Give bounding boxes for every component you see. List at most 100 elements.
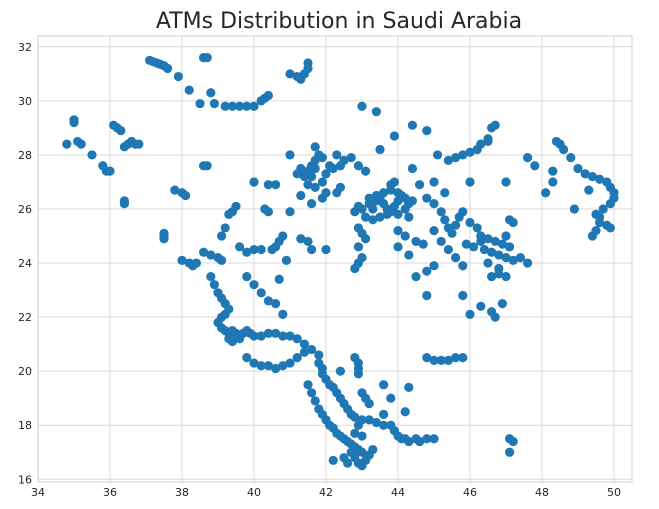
scatter-point [422,266,432,276]
scatter-point [364,193,374,203]
scatter-point [184,85,194,95]
y-tick-label: 18 [18,419,32,432]
scatter-point [116,126,126,136]
scatter-point [353,242,363,252]
scatter-point [598,204,608,214]
scatter-point [361,234,371,244]
scatter-point [227,101,237,111]
scatter-point [242,271,252,282]
scatter-point [490,120,500,130]
scatter-point [368,215,378,225]
scatter-point [415,180,425,190]
scatter-point [461,239,471,249]
scatter-point [296,190,306,201]
scatter-point [206,88,216,98]
scatter-point [134,139,144,149]
scatter-point [386,180,396,190]
scatter-point [501,177,511,187]
scatter-point [317,153,327,163]
scatter-point [458,290,468,301]
scatter-point [303,58,313,68]
y-tick-label: 32 [18,41,32,54]
scatter-point [379,420,389,430]
scatter-point [350,412,360,422]
scatter-point [271,328,281,338]
scatter-point [375,212,385,222]
scatter-point [256,288,266,298]
scatter-point [433,150,443,160]
scatter-point [87,150,97,160]
scatter-point [386,393,396,403]
scatter-point [195,98,205,109]
scatter-point [303,180,313,190]
scatter-point [274,274,284,284]
scatter-point [573,163,583,174]
scatter-point [368,204,378,214]
scatter-point [451,220,461,230]
scatter-point [299,339,309,349]
y-tick-label: 28 [18,149,32,162]
y-tick-label: 16 [18,473,32,486]
scatter-point [458,150,468,160]
scatter-point [263,328,273,338]
scatter-point [181,190,191,201]
scatter-point [249,331,259,341]
x-axis: 34 36 38 40 42 44 46 48 50 [31,486,621,499]
scatter-point [303,380,313,390]
scatter-point [548,177,558,187]
scatter-point [314,350,324,360]
scatter-point [285,69,295,79]
scatter-point [235,334,245,344]
scatter-point [479,244,489,255]
scatter-point [443,355,453,365]
scatter-point [429,198,439,209]
scatter-point [429,177,439,187]
scatter-point [350,207,360,217]
scatter-point [411,236,421,247]
scatter-point [350,263,360,274]
scatter-point [256,244,266,255]
scatter-point [220,223,230,233]
scatter-point [310,163,320,174]
scatter-point [595,174,605,184]
scatter-point [296,234,306,244]
scatter-point [69,117,79,128]
scatter-point [415,436,425,447]
scatter-point [587,171,598,182]
scatter-point [379,409,389,420]
scatter-point [310,182,320,192]
scatter-point [407,196,417,206]
scatter-point [393,209,403,219]
scatter-point [458,261,468,271]
scatter-point [429,226,439,236]
scatter-point [559,144,569,155]
scatter-point [217,255,227,265]
scatter-point [501,231,511,241]
scatter-point [346,153,356,163]
scatter-point [422,290,432,301]
scatter-point [353,420,363,430]
x-tick-label: 36 [103,486,117,499]
scatter-point [371,107,381,117]
scatter-point [353,369,363,379]
scatter-point [209,280,219,290]
scatter-point [292,334,302,344]
chart-title: ATMs Distribution in Saudi Arabia [156,9,522,34]
scatter-point [469,242,479,252]
scatter-point [515,253,526,263]
scatter-point [119,198,129,209]
scatter-point [307,171,317,182]
scatter-point [404,436,414,447]
scatter-point [321,169,331,179]
scatter-point [217,231,227,241]
scatter-point [357,431,367,441]
scatter-point [249,101,259,111]
scatter-point [220,101,230,111]
scatter-point [263,361,273,371]
scatter-point [303,236,313,247]
grid-lines [37,36,632,482]
scatter-point [242,353,252,363]
scatter-point [307,244,317,255]
scatter-point [407,120,417,130]
scatter-point [371,417,381,428]
